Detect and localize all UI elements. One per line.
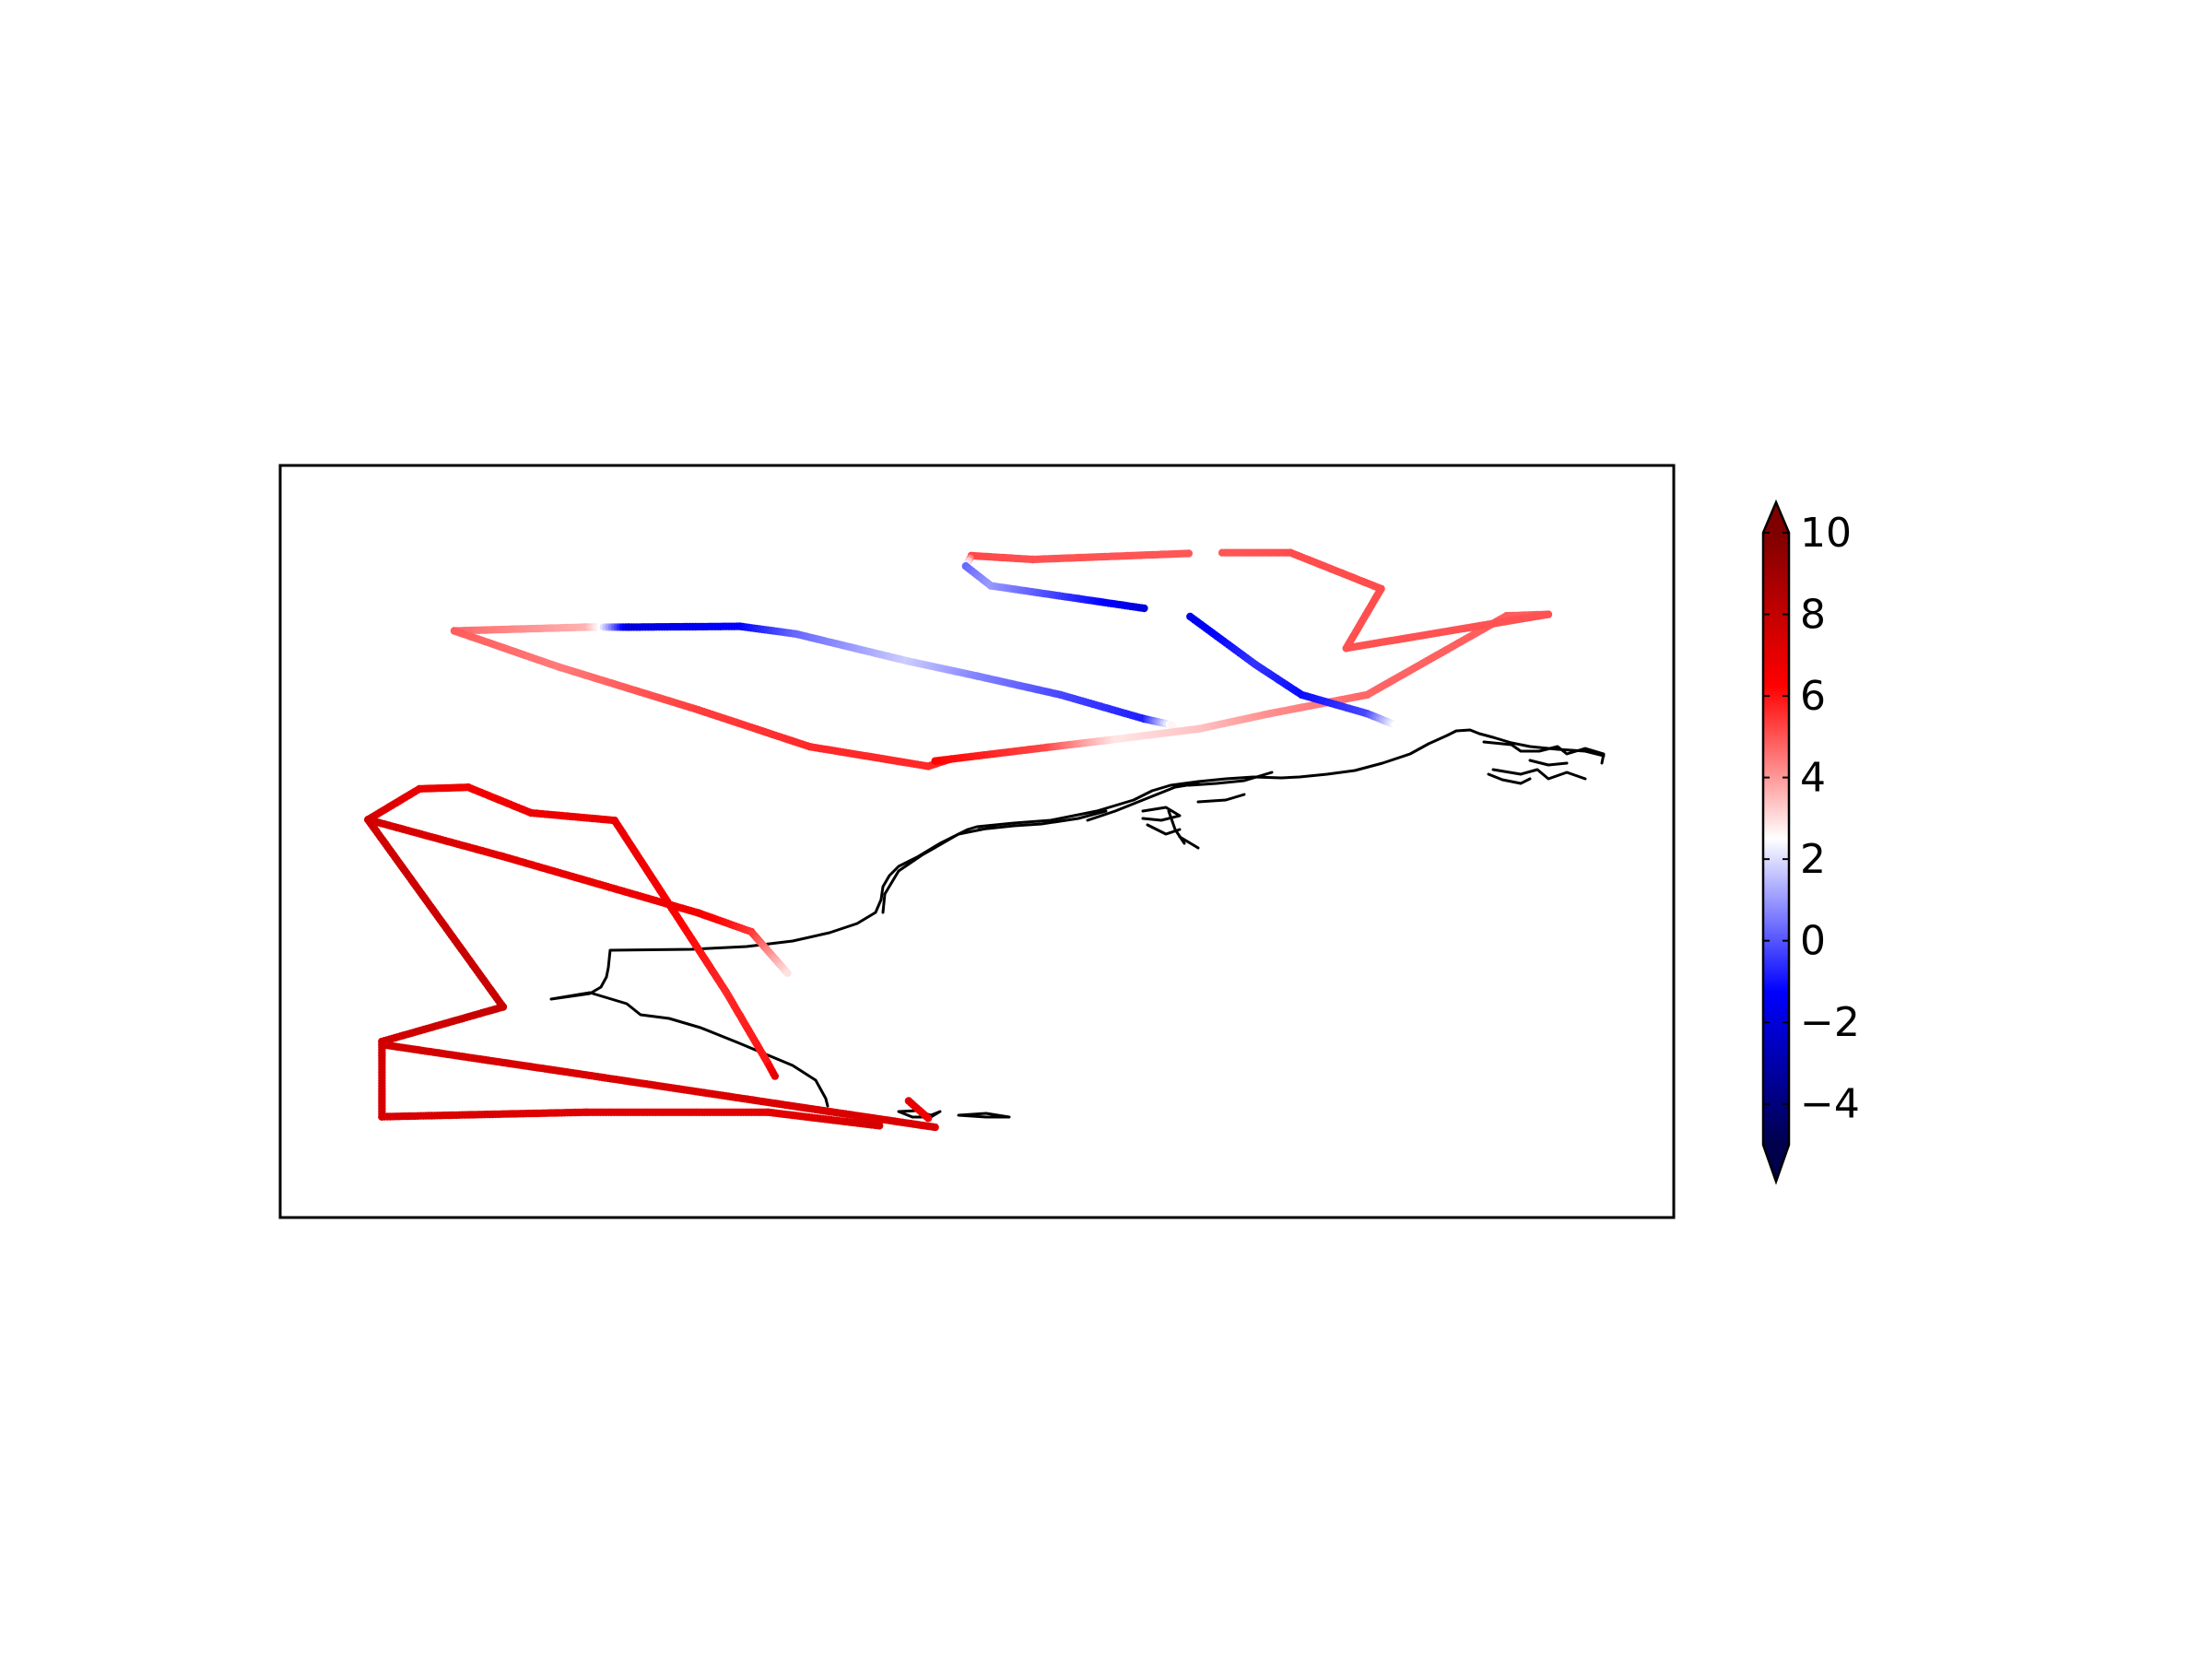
track-segment bbox=[1186, 612, 1399, 729]
track-segment bbox=[961, 549, 1194, 613]
colorbar-ticks: −4 −2 0 2 4 6 8 10 bbox=[1763, 510, 1860, 1128]
colorbar-gradient bbox=[1763, 533, 1789, 1145]
colorbar-tick-label: −2 bbox=[1800, 999, 1860, 1046]
colorbar-tick-label: 10 bbox=[1800, 510, 1852, 557]
track-segment bbox=[450, 622, 1176, 729]
track-point bbox=[1168, 721, 1176, 729]
track-point bbox=[876, 1122, 884, 1130]
coastline bbox=[549, 728, 1606, 1119]
colorbar-tick-label: 2 bbox=[1800, 836, 1826, 883]
coastline-islands-mid bbox=[1141, 793, 1246, 850]
map-background bbox=[280, 465, 1674, 1218]
colorbar-tick-label: 8 bbox=[1800, 592, 1826, 639]
track-point bbox=[783, 969, 792, 978]
track-point bbox=[1391, 721, 1399, 729]
map-frame bbox=[278, 464, 1676, 1219]
track-point bbox=[931, 1123, 939, 1132]
colorbar-tick-label: 6 bbox=[1800, 673, 1826, 720]
colorbar-tick-label: 0 bbox=[1800, 918, 1826, 965]
colorbar-extend-max bbox=[1763, 502, 1789, 533]
track-point bbox=[771, 1072, 779, 1080]
track-point bbox=[1140, 604, 1148, 613]
colorbar-tick-label: −4 bbox=[1800, 1081, 1860, 1128]
track-segment bbox=[1218, 548, 1553, 653]
colorbar-extend-min bbox=[1763, 1145, 1789, 1182]
track-segment bbox=[364, 816, 884, 1130]
track-point bbox=[1218, 548, 1227, 557]
coastline-inner bbox=[881, 771, 1274, 914]
flight-track-layer bbox=[364, 548, 1553, 1132]
colorbar: −4 −2 0 2 4 6 8 10 bbox=[1761, 499, 1860, 1185]
track-segment bbox=[904, 1097, 933, 1123]
track-segment bbox=[450, 627, 954, 771]
colorbar-outline bbox=[1761, 499, 1791, 1185]
coastline-islands-east bbox=[1482, 740, 1606, 785]
colorbar-tick-label: 4 bbox=[1800, 755, 1826, 802]
map-axes bbox=[278, 464, 1676, 1219]
track-segment bbox=[364, 783, 779, 1080]
coastline-main bbox=[549, 728, 1606, 1108]
track-segment bbox=[378, 1041, 939, 1132]
track-point bbox=[924, 1114, 933, 1123]
